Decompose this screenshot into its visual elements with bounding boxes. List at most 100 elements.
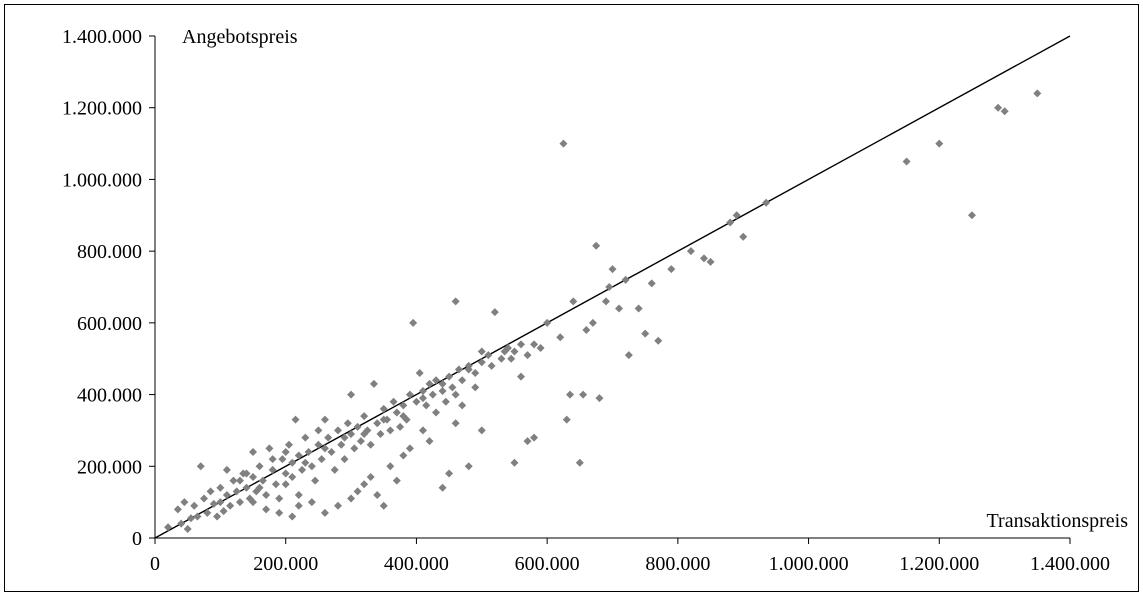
scatter-point [605, 283, 614, 291]
scatter-point [1033, 89, 1042, 98]
scatter-point [288, 458, 297, 467]
y-tick-label: 800.000 [77, 241, 142, 263]
scatter-point [588, 318, 597, 327]
scatter-point [298, 465, 307, 474]
y-tick-label: 1.400.000 [62, 26, 142, 48]
scatter-point [517, 372, 525, 381]
scatter-point [399, 451, 408, 460]
scatter-point [183, 525, 192, 534]
x-tick-label: 0 [150, 553, 160, 575]
x-tick-label: 600.000 [515, 553, 580, 575]
scatter-point [327, 447, 336, 456]
scatter-point [366, 440, 375, 449]
chart-frame [4, 4, 1139, 592]
scatter-point [994, 103, 1003, 112]
scatter-point [569, 297, 578, 306]
scatter-point [575, 458, 584, 467]
scatter-point [654, 336, 663, 345]
scatter-point [464, 365, 473, 374]
scatter-point [441, 397, 450, 406]
scatter-point [582, 326, 591, 335]
scatter-point [311, 476, 320, 485]
scatter-point [317, 455, 326, 464]
scatter-point [458, 376, 467, 385]
scatter-point [222, 465, 231, 474]
x-axis-label: Transaktionspreis [987, 510, 1129, 532]
scatter-point [242, 483, 251, 492]
scatter-point [477, 358, 486, 367]
scatter-point [347, 390, 356, 399]
scatter-point [432, 376, 441, 385]
scatter-point [324, 433, 333, 442]
scatter-point [180, 498, 189, 507]
scatter-point [490, 308, 499, 317]
y-tick-label: 200.000 [77, 456, 142, 478]
scatter-point [425, 437, 434, 446]
scatter-point [530, 340, 539, 349]
y-tick-label: 600.000 [77, 313, 142, 335]
scatter-point [294, 451, 303, 460]
scatter-point [242, 469, 251, 478]
scatter-point [366, 473, 375, 482]
scatter-point [284, 440, 293, 449]
scatter-point [902, 157, 911, 166]
scatter-point [301, 433, 310, 442]
x-tick-label: 1.200.000 [899, 553, 979, 575]
scatter-point [353, 422, 362, 431]
scatter-point [281, 447, 290, 456]
scatter-point [301, 458, 310, 467]
scatter-point [536, 343, 545, 352]
scatter-point [422, 401, 431, 410]
scatter-point [530, 433, 539, 442]
scatter-point [559, 139, 568, 148]
scatter-point [340, 455, 349, 464]
scatter-point [203, 508, 212, 517]
scatter-point [667, 265, 676, 274]
scatter-point [262, 505, 271, 514]
scatter-point [608, 265, 617, 274]
scatter-point [454, 365, 463, 374]
scatter-point [634, 304, 643, 313]
scatter-point [255, 483, 264, 492]
scatter-point [579, 390, 588, 399]
scatter-point [216, 483, 225, 492]
scatter-point [700, 254, 708, 263]
scatter-point [451, 390, 460, 399]
scatter-point [448, 383, 457, 392]
scatter-point [226, 501, 235, 510]
scatter-point [562, 415, 571, 424]
scatter-point [392, 476, 401, 485]
scatter-point [592, 241, 601, 250]
axes [154, 36, 1070, 539]
scatter-point [177, 519, 186, 528]
scatter-point [418, 386, 427, 395]
scatter-point [347, 494, 356, 503]
scatter-point [275, 508, 284, 517]
scatter-point [376, 430, 385, 439]
scatter-point [334, 501, 342, 510]
scatter-point [967, 211, 976, 220]
scatter-point [288, 473, 297, 482]
scatter-point [415, 369, 424, 378]
scatter-point [1000, 107, 1009, 116]
scatter-point [271, 480, 280, 489]
scatter-point [615, 304, 624, 313]
scatter-point [379, 404, 388, 413]
scatter-point [471, 383, 480, 392]
scatter-point [445, 469, 454, 478]
scatter-point [340, 433, 349, 442]
scatter-point [268, 455, 277, 464]
scatter-point [510, 458, 519, 467]
scatter-point [507, 354, 516, 363]
scatter-point [464, 462, 473, 471]
scatter-point [418, 426, 427, 435]
y-tick-label: 0 [132, 528, 142, 550]
scatter-point [356, 437, 365, 446]
scatter-point [477, 426, 486, 435]
scatter-point [621, 275, 630, 284]
scatter-point [510, 347, 519, 356]
scatter-point [409, 318, 418, 327]
scatter-point [386, 462, 395, 471]
scatter-point [275, 494, 284, 503]
